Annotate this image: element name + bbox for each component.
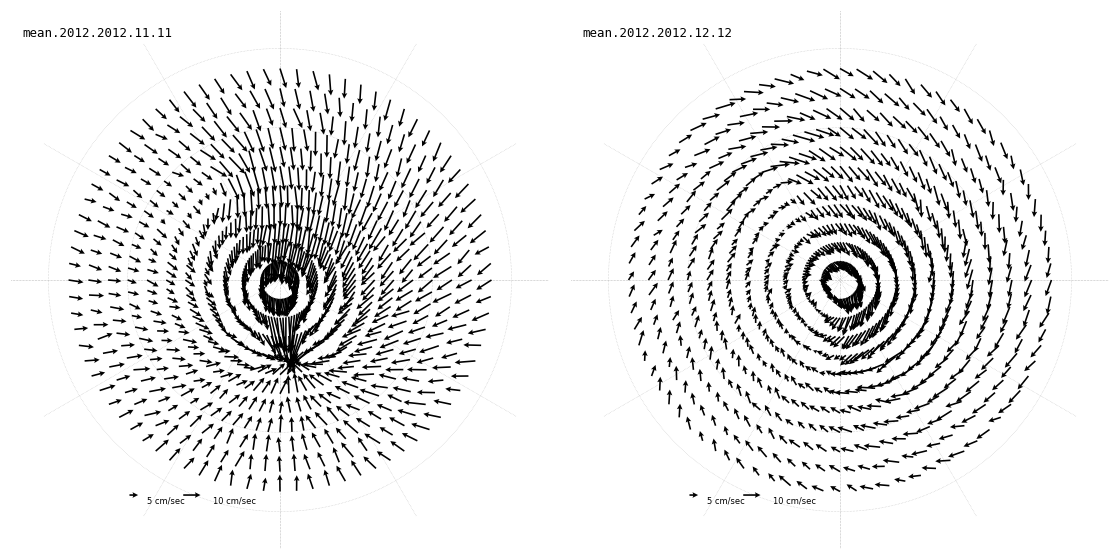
Text: 10 cm/sec: 10 cm/sec — [774, 497, 816, 506]
Text: mean.2012.2012.11.11: mean.2012.2012.11.11 — [22, 27, 172, 40]
Text: 5 cm/sec: 5 cm/sec — [147, 497, 185, 506]
Text: 5 cm/sec: 5 cm/sec — [707, 497, 745, 506]
Text: mean.2012.2012.12.12: mean.2012.2012.12.12 — [582, 27, 732, 40]
Text: 10 cm/sec: 10 cm/sec — [214, 497, 256, 506]
